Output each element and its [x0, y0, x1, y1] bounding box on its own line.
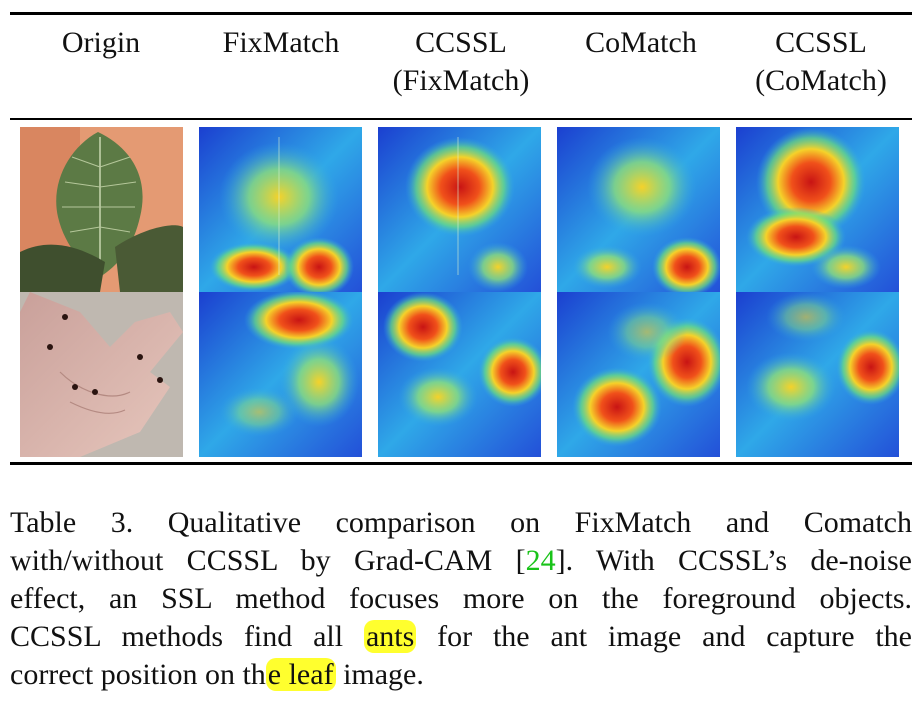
heatmap-fixmatch-ants: [199, 292, 362, 457]
heatmap-ccssl-comatch-leaf: [736, 127, 899, 292]
caption-line: CCSSL methods find all ants for the ant …: [10, 620, 912, 653]
header-ccssl-comatch: CCSSL (CoMatch): [755, 26, 887, 97]
heatmap-ccssl-fixmatch-leaf: [378, 127, 541, 292]
table-caption: Table 3. Qualitative comparison on FixMa…: [10, 504, 912, 694]
table-mid-rule: [10, 118, 912, 120]
table-top-rule: [10, 12, 912, 15]
header-ccssl-fixmatch: CCSSL (FixMatch): [392, 26, 530, 97]
caption-line: correct position on the leaf image.: [10, 658, 424, 691]
header-comatch: CoMatch: [585, 26, 697, 59]
heatmap-ccssl-comatch-ants: [736, 292, 899, 457]
citation-link[interactable]: 24: [525, 544, 556, 577]
highlight-ants: ants: [363, 620, 417, 653]
image-origin-ants: [20, 292, 183, 457]
heatmap-comatch-leaf: [557, 127, 720, 292]
caption-line: effect, an SSL method focuses more on th…: [10, 582, 912, 615]
image-origin-leaf: [20, 127, 183, 292]
heatmap-ccssl-fixmatch-ants: [378, 292, 541, 457]
heatmap-fixmatch-leaf: [199, 127, 362, 292]
header-fixmatch: FixMatch: [222, 26, 340, 59]
caption-line: with/without CCSSL by Grad-CAM [24]. Wit…: [10, 544, 912, 577]
header-origin: Origin: [61, 26, 141, 59]
caption-line: Table 3. Qualitative comparison on FixMa…: [10, 506, 912, 539]
heatmap-comatch-ants: [557, 292, 720, 457]
highlight-leaf: e leaf: [265, 658, 336, 691]
table-bottom-rule: [10, 462, 912, 465]
